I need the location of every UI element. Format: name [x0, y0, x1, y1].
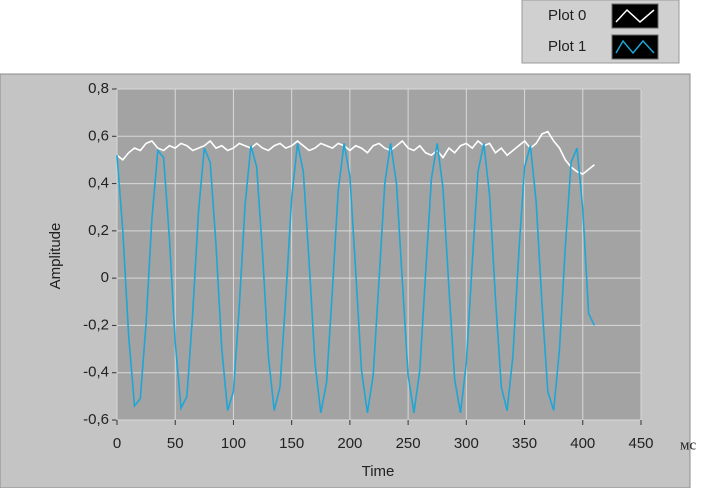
x-tick-label: 300: [454, 435, 479, 452]
series-line: [116, 130, 595, 176]
x-tick-label: 400: [570, 435, 595, 452]
y-tick-label: 0,4: [88, 175, 109, 192]
legend-label: Plot 0: [548, 7, 586, 24]
x-unit: мс: [680, 437, 696, 453]
y-tick-label: 0,6: [88, 127, 109, 144]
x-tick-label: 150: [279, 435, 304, 452]
x-axis-label: Time: [362, 463, 395, 480]
x-tick-label: 100: [221, 435, 246, 452]
legend-line: [615, 8, 655, 24]
legend-label: Plot 1: [548, 38, 586, 55]
y-tick-label: 0,2: [88, 222, 109, 239]
legend-line: [615, 39, 655, 55]
x-tick-label: 350: [512, 435, 537, 452]
y-axis-label: Amplitude: [47, 223, 64, 290]
x-tick-label: 250: [396, 435, 421, 452]
y-tick-label: 0,8: [88, 80, 109, 97]
x-tick-label: 200: [337, 435, 362, 452]
legend-swatch: [611, 3, 659, 29]
y-tick-label: -0,4: [83, 364, 109, 381]
y-tick-label: 0: [101, 269, 109, 286]
y-tick-label: -0,6: [83, 411, 109, 428]
x-tick-label: 50: [167, 435, 184, 452]
x-tick-label: 450: [628, 435, 653, 452]
y-tick-label: -0,2: [83, 316, 109, 333]
x-tick-label: 0: [113, 435, 121, 452]
series-line: [116, 143, 596, 414]
